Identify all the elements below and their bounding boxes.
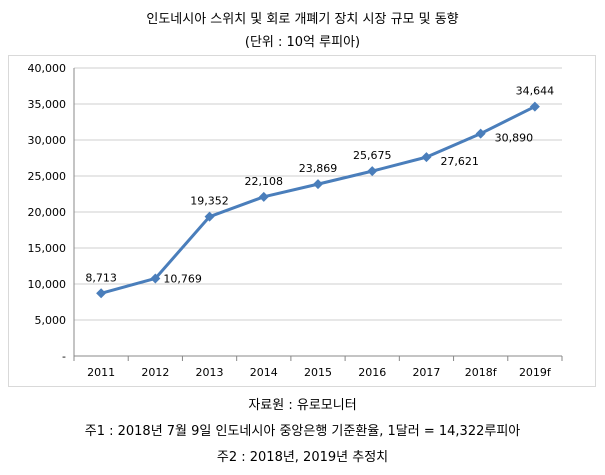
exchange-rate-note: 주1 : 2018년 7월 9일 인도네시아 중앙은행 기준환율, 1달러 = …	[84, 424, 521, 439]
x-tick-label: 2019f	[519, 366, 552, 379]
x-tick-label: 2011	[87, 366, 115, 379]
data-label: 8,713	[85, 271, 117, 284]
x-tick-label: 2016	[358, 366, 386, 379]
series-polyline	[100, 105, 536, 295]
y-tick-label: 15,000	[28, 242, 67, 255]
gridlines	[74, 67, 562, 357]
x-tick-label: 2017	[412, 366, 440, 379]
data-point	[475, 128, 486, 139]
data-label: 10,769	[163, 272, 202, 285]
x-tick-label: 2018f	[465, 366, 498, 379]
x-tick-label: 2015	[304, 366, 332, 379]
data-point	[204, 211, 215, 222]
chart-unit: (단위 : 10억 루피아)	[244, 35, 361, 50]
y-axis: - 5,000 10,000 15,000 20,000 25,000 30,000 35,0…	[28, 62, 75, 363]
source-note: 자료원 : 유로모니터	[248, 398, 357, 413]
x-axis: 2011 2012 2013 2014 2015 2016 2017 2018f 2019f	[73, 356, 563, 379]
x-tick-label: 2012	[141, 366, 169, 379]
x-tick-label: 2014	[250, 366, 278, 379]
y-tick-label: 30,000	[28, 134, 67, 147]
chart-title: 인도네시아 스위치 및 회로 개폐기 장치 시장 규모 및 동향	[146, 12, 459, 27]
y-tick-label: 5,000	[35, 314, 67, 327]
data-label: 27,621	[440, 155, 479, 168]
estimate-note: 주2 : 2018년, 2019년 추정치	[216, 450, 389, 465]
data-point	[150, 273, 161, 284]
x-tick-label: 2013	[196, 366, 224, 379]
data-point	[367, 166, 378, 177]
data-point	[313, 179, 323, 190]
y-tick-label: -	[62, 350, 66, 363]
chart-frame	[8, 55, 596, 387]
y-tick-label: 10,000	[28, 278, 67, 291]
data-point	[258, 191, 269, 202]
y-tick-label: 40,000	[28, 62, 67, 75]
data-point	[529, 101, 540, 112]
data-label: 22,108	[245, 175, 284, 188]
data-label: 19,352	[190, 195, 229, 208]
data-point	[421, 152, 432, 163]
y-tick-label: 25,000	[28, 170, 67, 183]
data-label: 34,644	[516, 85, 555, 98]
data-label: 23,869	[299, 162, 338, 175]
y-tick-label: 35,000	[28, 98, 67, 111]
data-label: 25,675	[353, 149, 392, 162]
series-line	[96, 101, 540, 299]
data-label: 30,890	[495, 132, 533, 145]
data-labels: 8,713 10,769 19,352 22,108 23,869 25,675 27,62…	[85, 85, 554, 286]
data-point	[96, 288, 107, 299]
y-tick-label: 20,000	[28, 206, 67, 219]
